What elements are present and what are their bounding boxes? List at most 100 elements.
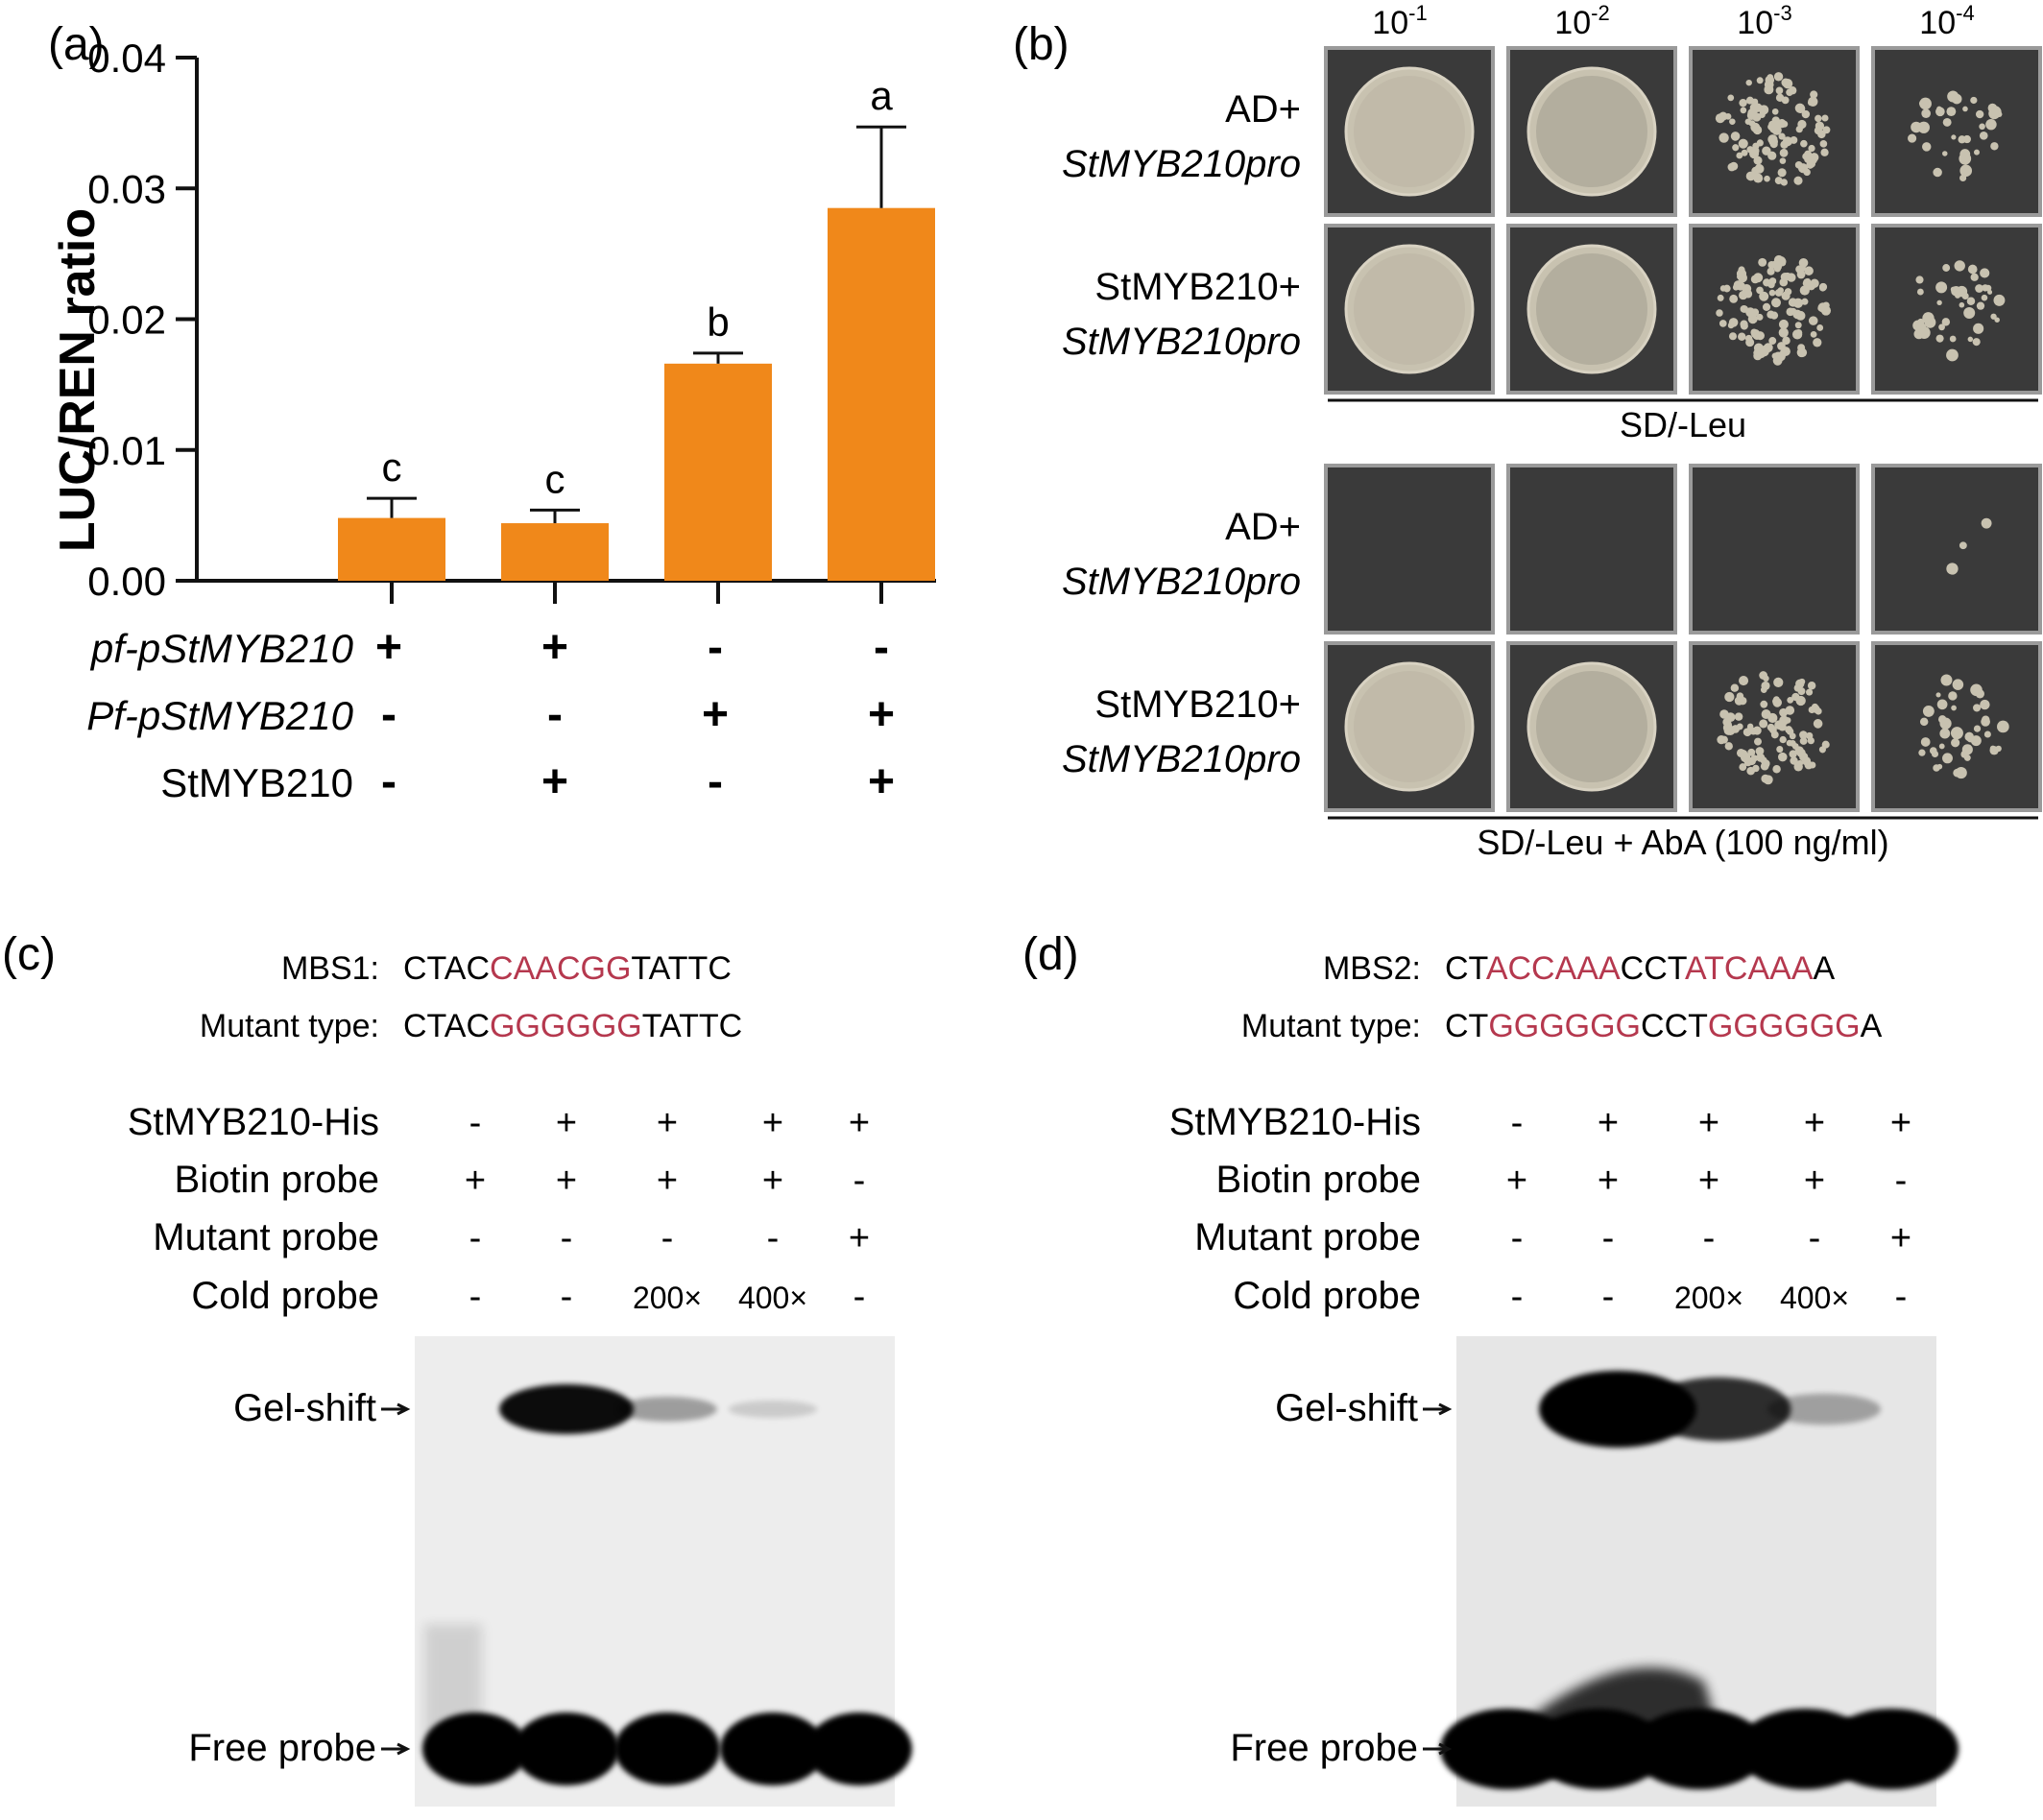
treatment-sign: +	[541, 622, 568, 673]
yeast-colony	[1957, 730, 1963, 735]
yeast-colony	[1752, 275, 1760, 283]
yeast-colony	[1749, 727, 1758, 735]
yeast-colony	[1728, 332, 1738, 341]
yeast-colony-core	[1354, 253, 1465, 365]
panel-d: (d) MBS2: CTACCAAACCTATCAAAA Mutant type: C…	[1022, 929, 1959, 1807]
yeast-colony	[1798, 678, 1806, 685]
yeast-colony	[1715, 113, 1725, 124]
condition-sign: -	[1511, 1103, 1524, 1143]
yeast-colony	[1801, 109, 1811, 119]
yeast-colony	[1919, 97, 1932, 110]
yeast-colony	[1716, 309, 1723, 317]
yeast-colony	[1959, 541, 1967, 550]
condition-sign: 400×	[1780, 1281, 1849, 1315]
condition-sign: -	[1511, 1277, 1524, 1317]
y-tick-label: 0.03	[87, 166, 166, 211]
row-label-promoter: StMYB210pro	[1062, 321, 1301, 363]
yeast-colony	[1797, 119, 1807, 130]
yeast-colony	[1769, 726, 1777, 734]
condition-sign: -	[1511, 1218, 1524, 1258]
yeast-colony	[1796, 748, 1806, 758]
yeast-colony	[1794, 322, 1802, 329]
yeast-colony	[1951, 134, 1957, 140]
yeast-colony	[1964, 731, 1975, 742]
yeast-colony	[1797, 347, 1808, 358]
condition-sign: +	[849, 1218, 870, 1258]
yeast-colony	[1756, 77, 1764, 84]
yeast-colony	[1719, 709, 1729, 719]
gel-shift-band	[1539, 1371, 1696, 1448]
yeast-colony	[1929, 747, 1937, 754]
yeast-colony	[1816, 324, 1824, 331]
sequence-text: CTACCAACGGTATTC	[403, 950, 732, 987]
yeast-colony	[1767, 310, 1775, 319]
treatment-sign: -	[708, 622, 723, 673]
yeast-colony	[1919, 717, 1929, 727]
bar	[828, 207, 935, 581]
condition-sign: -	[1602, 1218, 1615, 1258]
yeast-colony	[1922, 312, 1935, 324]
condition-sign: +	[657, 1161, 678, 1201]
yeast-colony	[1787, 696, 1794, 704]
y-tick-label: 0.04	[87, 36, 166, 81]
yeast-colony	[1795, 265, 1804, 274]
yeast-colony	[1795, 310, 1806, 321]
yeast-colony	[1967, 264, 1978, 275]
yeast-colony	[1793, 176, 1803, 185]
free-probe-label: Free probe	[188, 1727, 376, 1769]
sequence-text: CTACCAAACCTATCAAAA	[1445, 950, 1836, 987]
yeast-colony	[1736, 152, 1743, 159]
free-probe-band	[720, 1712, 826, 1785]
condition-sign: -	[1703, 1218, 1716, 1258]
yeast-colony	[1939, 717, 1952, 730]
yeast-colony	[1938, 323, 1945, 331]
yeast-colony	[1982, 284, 1989, 292]
yeast-colony	[1804, 266, 1814, 275]
yeast-colony	[1775, 93, 1785, 103]
yeast-colony	[1747, 748, 1756, 756]
emsa-panel-c: MBS1: CTACCAACGGTATTC Mutant type: CTACGGGG…	[128, 950, 912, 1807]
yeast-colony	[1809, 160, 1816, 168]
treatment-label: pf-pStMYB210	[89, 626, 354, 671]
free-probe-band	[806, 1712, 912, 1785]
yeast-colony	[1776, 746, 1784, 754]
yeast-colony	[1752, 125, 1763, 135]
yeast-colony	[1779, 348, 1788, 357]
condition-sign: +	[849, 1103, 870, 1143]
yeast-colony	[1935, 281, 1948, 294]
yeast-colony	[1908, 133, 1917, 143]
yeast-colony	[1973, 725, 1982, 732]
yeast-colony	[1754, 737, 1762, 746]
gel-shift-label: Gel-shift	[1275, 1387, 1418, 1429]
yeast-colony	[1988, 106, 2002, 119]
yeast-colony	[1746, 766, 1755, 776]
yeast-colony	[1820, 148, 1829, 156]
yeast-colony	[1764, 175, 1770, 182]
yeast-colony	[1807, 682, 1816, 690]
x-axis	[197, 579, 936, 604]
yeast-colony	[1778, 327, 1789, 338]
treatment-sign: +	[541, 756, 568, 807]
yeast-colony	[1804, 760, 1814, 770]
y-axis-label: LUC/REN ratio	[50, 208, 106, 552]
yeast-colony	[1727, 162, 1737, 172]
gel-shift-band	[617, 1397, 717, 1422]
yeast-colony	[1794, 103, 1805, 113]
y-tick-label: 0.01	[87, 428, 166, 473]
condition-sign: +	[1804, 1103, 1825, 1143]
condition-sign: +	[762, 1103, 783, 1143]
yeast-colony	[1933, 167, 1942, 178]
yeast-colony	[1822, 301, 1830, 309]
condition-sign: 200×	[633, 1281, 702, 1315]
condition-sign: +	[556, 1161, 577, 1201]
yeast-colony	[1981, 717, 1990, 727]
yeast-colony	[1752, 142, 1760, 150]
yeast-colony	[1759, 291, 1769, 301]
dilution-header: 10-1	[1372, 1, 1427, 41]
bar	[664, 363, 772, 581]
yeast-colony	[1719, 285, 1727, 292]
yeast-colony	[1771, 298, 1781, 308]
sequence-text: CTACGGGGGGTATTC	[403, 1008, 742, 1044]
yeast-colony	[1947, 90, 1959, 103]
